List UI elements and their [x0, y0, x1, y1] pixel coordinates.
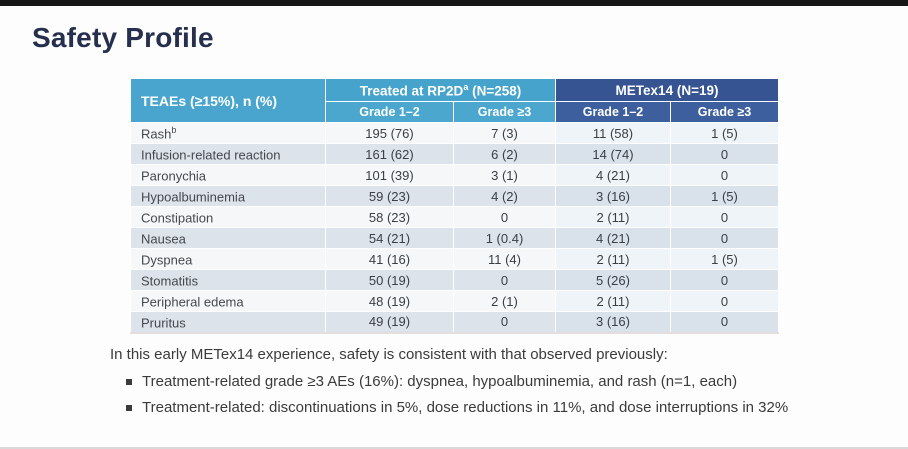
cell-met-grade12: 3 (16) [555, 185, 671, 207]
cell-rp2d-grade12: 41 (16) [325, 248, 454, 270]
group-header-rp2d: Treated at RP2Da (N=258) [325, 78, 556, 102]
cell-rp2d-grade12: 49 (19) [325, 311, 454, 333]
cell-rp2d-grade12: 54 (21) [325, 227, 454, 249]
footnote-marker-b: b [171, 124, 177, 135]
cell-met-grade12: 11 (58) [555, 122, 671, 144]
subheader-rp2d-grade12: Grade 1–2 [325, 101, 454, 123]
table-row: Constipation 58 (23) 0 2 (11) 0 [130, 206, 780, 228]
cell-met-grade12: 2 (11) [555, 248, 671, 270]
table-group-header-row: TEAEs (≥15%), n (%) Treated at RP2Da (N=… [130, 78, 780, 123]
cell-met-grade3: 1 (5) [669, 185, 780, 207]
bottom-edge-line [0, 447, 908, 449]
cell-rp2d-grade3: 7 (3) [453, 122, 556, 144]
cell-met-grade12: 5 (26) [555, 269, 671, 291]
cell-met-grade3: 1 (5) [669, 122, 780, 144]
table-row: Rashb 195 (76) 7 (3) 11 (58) 1 (5) [130, 122, 780, 144]
table-sub-header-row: Grade 1–2 Grade ≥3 Grade 1–2 Grade ≥3 [131, 101, 780, 123]
cell-rp2d-grade3: 3 (1) [453, 164, 556, 186]
bullet-text: Treatment-related: discontinuations in 5… [142, 399, 789, 416]
bullet-square-icon [126, 405, 132, 411]
cell-rp2d-grade12: 59 (23) [325, 185, 454, 207]
cell-rp2d-grade12: 195 (76) [325, 122, 454, 144]
table-row: Nausea 54 (21) 1 (0.4) 4 (21) 0 [130, 227, 780, 249]
table-row: Infusion-related reaction 161 (62) 6 (2)… [130, 143, 780, 165]
cell-rp2d-grade3: 2 (1) [453, 290, 556, 312]
table-row: Dyspnea 41 (16) 11 (4) 2 (11) 1 (5) [130, 248, 780, 270]
cell-met-grade3: 0 [669, 164, 780, 186]
cell-met-grade3: 0 [669, 269, 780, 291]
top-bar [0, 0, 908, 6]
subheader-rp2d-grade3: Grade ≥3 [453, 101, 556, 123]
list-item: Treatment-related grade ≥3 AEs (16%): dy… [110, 369, 830, 395]
cell-rp2d-grade3: 6 (2) [453, 143, 556, 165]
cell-rp2d-grade12: 101 (39) [325, 164, 454, 186]
teae-name: Stomatitis [130, 269, 326, 291]
bullet-square-icon [126, 379, 132, 385]
bullet-text: Treatment-related grade ≥3 AEs (16%): dy… [142, 373, 738, 390]
cell-rp2d-grade3: 0 [453, 269, 556, 291]
cell-met-grade3: 0 [669, 227, 780, 249]
teae-name: Hypoalbuminemia [130, 185, 326, 207]
teae-name: Constipation [130, 206, 326, 228]
subheader-met-grade12: Grade 1–2 [555, 101, 671, 123]
cell-rp2d-grade3: 11 (4) [453, 248, 556, 270]
group-header-rp2d-n: (N=258) [468, 83, 522, 99]
group-header-metex14-text: METex14 (N=19) [615, 82, 719, 98]
cell-rp2d-grade12: 48 (19) [325, 290, 454, 312]
teae-name: Peripheral edema [130, 290, 326, 312]
list-item: Treatment-related: discontinuations in 5… [110, 395, 830, 421]
subheader-met-grade3: Grade ≥3 [669, 101, 780, 123]
teae-name: Infusion-related reaction [130, 143, 326, 165]
teae-name: Rashb [130, 122, 326, 144]
summary-intro: In this early METex14 experience, safety… [110, 346, 668, 363]
page-title: Safety Profile [32, 22, 214, 53]
table-row: Hypoalbuminemia 59 (23) 4 (2) 3 (16) 1 (… [130, 185, 780, 207]
teae-table-container: TEAEs (≥15%), n (%) Treated at RP2Da (N=… [130, 78, 780, 334]
cell-met-grade12: 4 (21) [555, 227, 671, 249]
cell-rp2d-grade12: 161 (62) [325, 143, 454, 165]
teae-table: TEAEs (≥15%), n (%) Treated at RP2Da (N=… [130, 78, 780, 334]
group-header-metex14: METex14 (N=19) [554, 78, 780, 102]
cell-rp2d-grade3: 1 (0.4) [453, 227, 556, 249]
footnote-marker-a: a [463, 81, 469, 92]
teae-name: Dyspnea [130, 248, 326, 270]
teae-name: Paronychia [130, 164, 326, 186]
table-row: Paronychia 101 (39) 3 (1) 4 (21) 0 [130, 164, 780, 186]
cell-met-grade12: 14 (74) [555, 143, 671, 165]
teae-name: Pruritus [130, 311, 326, 333]
cell-rp2d-grade12: 58 (23) [325, 206, 454, 228]
teae-name: Nausea [130, 227, 326, 249]
table-row: Pruritus 49 (19) 0 3 (16) 0 [130, 311, 780, 333]
cell-rp2d-grade12: 50 (19) [325, 269, 454, 291]
cell-rp2d-grade3: 0 [453, 206, 556, 228]
cell-met-grade12: 3 (16) [555, 311, 671, 333]
cell-met-grade3: 0 [669, 143, 780, 165]
corner-header: TEAEs (≥15%), n (%) [130, 78, 326, 123]
cell-met-grade3: 0 [669, 311, 780, 333]
table-row: Peripheral edema 48 (19) 2 (1) 2 (11) 0 [130, 290, 780, 312]
cell-met-grade12: 2 (11) [555, 206, 671, 228]
cell-rp2d-grade3: 4 (2) [453, 185, 556, 207]
cell-met-grade12: 2 (11) [555, 290, 671, 312]
cell-met-grade3: 0 [669, 290, 780, 312]
summary-text-block: In this early METex14 experience, safety… [110, 342, 830, 421]
cell-met-grade12: 4 (21) [555, 164, 671, 186]
cell-rp2d-grade3: 0 [453, 311, 556, 333]
cell-met-grade3: 0 [669, 206, 780, 228]
cell-met-grade3: 1 (5) [669, 248, 780, 270]
group-header-rp2d-text: Treated at RP2D [359, 83, 464, 99]
table-row: Stomatitis 50 (19) 0 5 (26) 0 [130, 269, 780, 291]
